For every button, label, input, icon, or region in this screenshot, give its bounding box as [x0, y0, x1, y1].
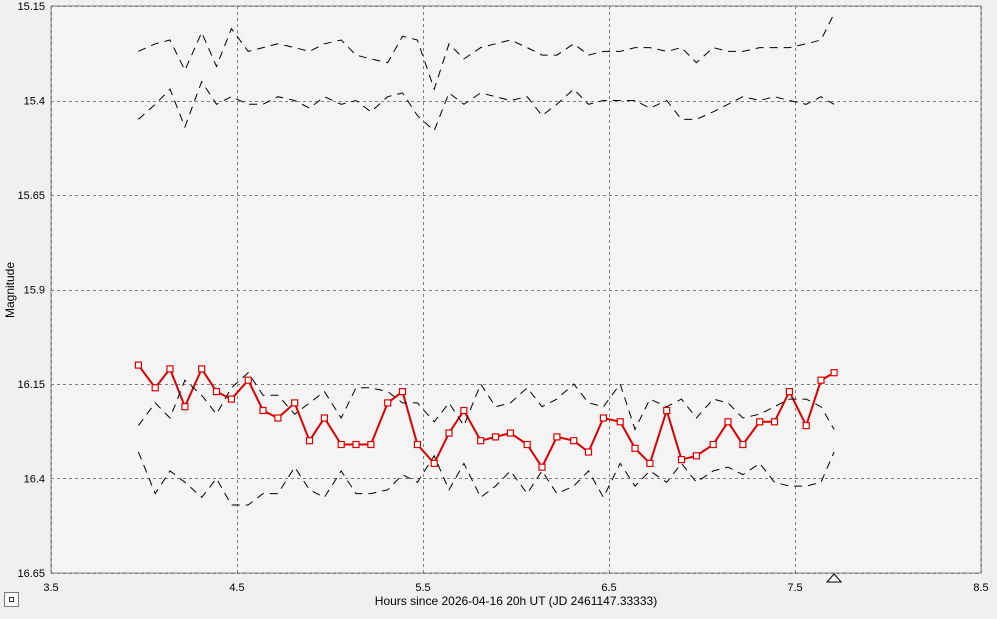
x-tick-label: 4.5: [229, 582, 244, 594]
target-data-point[interactable]: [460, 406, 468, 415]
target-data-point[interactable]: [677, 456, 686, 464]
plot-frame: [50, 5, 982, 574]
target-data-point[interactable]: [785, 388, 794, 396]
target-data-point[interactable]: [259, 406, 267, 415]
y-tick-label: 15.4: [24, 96, 45, 108]
envelope-lower-line: [137, 451, 835, 506]
target-data-point[interactable]: [212, 388, 221, 396]
target-data-point[interactable]: [830, 369, 838, 377]
target-data-point[interactable]: [616, 418, 624, 426]
target-data-point[interactable]: [384, 399, 392, 407]
target-data-point[interactable]: [631, 444, 639, 452]
y-tick-label: 16.15: [17, 379, 45, 391]
target-series-line: [137, 364, 835, 470]
target-data-point[interactable]: [599, 414, 608, 422]
target-data-point[interactable]: [538, 463, 546, 471]
series-layer: [134, 13, 838, 506]
target-data-point[interactable]: [227, 395, 235, 403]
target-data-point[interactable]: [274, 414, 282, 422]
target-data-point[interactable]: [367, 440, 375, 449]
tick-labels: 3.5 4.5 5.5 6.5 7.5 8.5 15.15 15.4 15.65 15.9 16.1…: [17, 1, 988, 594]
target-data-point[interactable]: [445, 429, 453, 437]
target-data-point[interactable]: [198, 365, 206, 373]
target-data-point[interactable]: [305, 437, 314, 445]
envelope-upper-line: [138, 13, 835, 91]
target-data-point[interactable]: [166, 365, 174, 373]
y-tick-label: 15.65: [17, 190, 45, 202]
target-data-point[interactable]: [523, 440, 531, 449]
x-tick-label: 5.5: [415, 582, 430, 594]
y-tick-label: 16.65: [17, 568, 45, 580]
target-data-point[interactable]: [413, 440, 421, 449]
target-data-point[interactable]: [692, 452, 701, 460]
target-data-point[interactable]: [646, 459, 654, 467]
target-data-point[interactable]: [337, 440, 345, 449]
target-data-point[interactable]: [817, 376, 825, 384]
envelope-lower-line: [138, 80, 835, 132]
x-tick-label: 7.5: [787, 582, 802, 594]
x-tick-label: 6.5: [601, 582, 616, 594]
corner-square-button[interactable]: [4, 592, 19, 607]
target-data-point[interactable]: [802, 422, 810, 430]
y-tick-label: 16.4: [24, 474, 45, 486]
target-data-point[interactable]: [739, 440, 747, 449]
target-data-point[interactable]: [320, 414, 328, 422]
time-marker-triangle-icon[interactable]: [825, 573, 843, 583]
target-data-point[interactable]: [151, 384, 159, 392]
x-axis-title: Hours since 2026-04-16 20h UT (JD 246114…: [375, 594, 657, 608]
y-axis-title: Magnitude: [3, 262, 17, 318]
envelope-upper-line: [137, 371, 835, 431]
y-tick-label: 15.15: [17, 1, 45, 13]
y-tick-label: 15.9: [24, 285, 45, 297]
target-data-point[interactable]: [291, 399, 299, 407]
target-data-point[interactable]: [244, 376, 252, 384]
target-data-point[interactable]: [506, 429, 514, 437]
target-data-point[interactable]: [430, 459, 438, 467]
target-data-point[interactable]: [181, 403, 189, 411]
target-data-point[interactable]: [663, 406, 671, 415]
target-data-point[interactable]: [770, 418, 779, 426]
target-data-point[interactable]: [756, 418, 764, 426]
target-data-point[interactable]: [398, 388, 407, 396]
x-tick-label: 3.5: [43, 582, 58, 594]
target-data-point[interactable]: [584, 448, 593, 456]
x-tick-label: 8.5: [973, 582, 988, 594]
target-data-point[interactable]: [709, 440, 717, 449]
target-data-point[interactable]: [491, 433, 500, 441]
target-data-point[interactable]: [477, 437, 485, 445]
target-data-point[interactable]: [553, 433, 561, 441]
target-data-point[interactable]: [570, 437, 578, 445]
target-data-point[interactable]: [724, 418, 732, 426]
target-data-point[interactable]: [352, 440, 360, 449]
target-data-point[interactable]: [134, 361, 142, 369]
